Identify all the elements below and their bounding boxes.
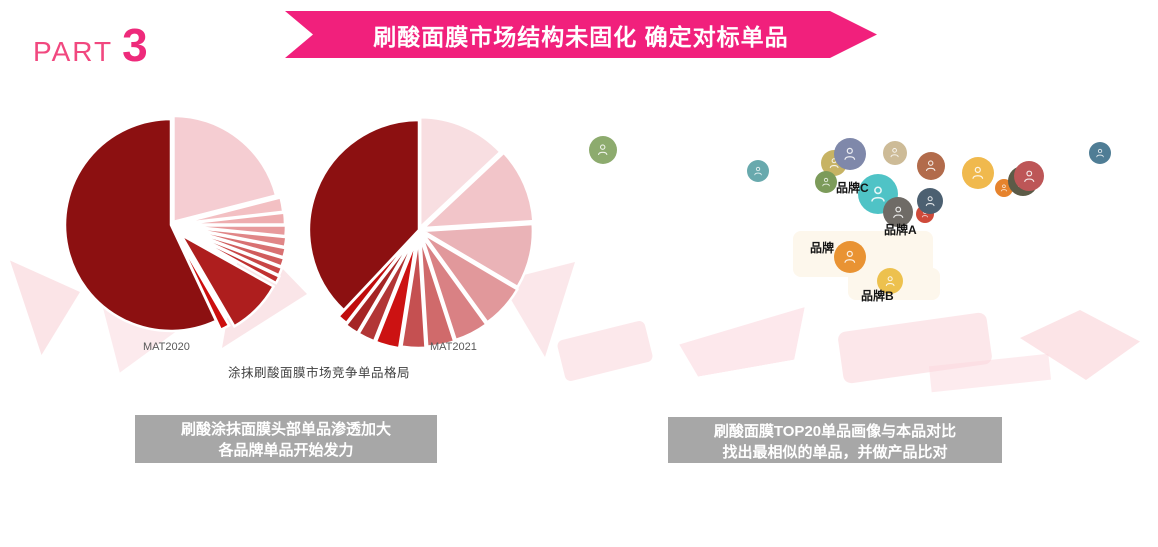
pie-slice: [63, 117, 218, 333]
person-icon: [926, 160, 936, 172]
person-icon: [972, 166, 984, 180]
pie-slice: [182, 230, 282, 285]
pie-slice: [336, 235, 415, 325]
part-number: 3: [122, 19, 148, 71]
pie-section-caption: 涂抹刷酸面膜市场竞争单品格局: [228, 366, 411, 380]
brand-product-bubble: [834, 138, 866, 170]
title-banner: 刷酸面膜市场结构未固化 确定对标单品: [285, 11, 877, 58]
pie-slice: [418, 115, 503, 231]
brand-product-bubble: [883, 197, 913, 227]
brand-product-bubble: [883, 141, 907, 165]
brand-product-bubble: [917, 188, 943, 214]
person-icon: [885, 276, 895, 286]
watermark-shape: [928, 353, 1052, 393]
pie-slice: [356, 238, 416, 343]
pie-chart-mat2020: [63, 114, 288, 333]
brand-product-bubble: [589, 136, 617, 164]
brand-product-bubble: [747, 160, 769, 182]
brand-product-bubble: [962, 157, 994, 189]
pie-slice: [418, 222, 535, 289]
brand-product-bubble: [877, 268, 903, 294]
brand-product-bubble: [917, 152, 945, 180]
note-left-line1: 刷酸涂抹面膜头部单品渗透加大: [180, 421, 391, 438]
person-icon: [822, 177, 830, 187]
slide-title: 刷酸面膜市场结构未固化 确定对标单品: [373, 23, 789, 50]
pie-slice: [420, 150, 535, 230]
note-box-right: 刷酸面膜TOP20单品画像与本品对比 找出最相似的单品，并做产品比对: [668, 417, 1002, 463]
banner-ribbon-shape: [285, 11, 877, 58]
brand-product-bubble: [1014, 161, 1044, 191]
pie-label-mat2021: MAT2021: [430, 341, 477, 353]
pie-slice: [374, 239, 418, 350]
person-icon: [844, 250, 856, 264]
banner-ribbon-icon: [285, 11, 877, 58]
person-icon: [598, 144, 608, 156]
person-icon: [844, 147, 856, 161]
person-icon: [925, 196, 935, 206]
brand-product-bubble: [834, 241, 866, 273]
pie-slice: [421, 232, 520, 325]
note-right-line2: 找出最相似的单品，并做产品比对: [722, 444, 948, 461]
brand-label: 品牌A: [884, 223, 917, 237]
person-icon: [892, 206, 904, 218]
pie-chart-mat2021: [307, 115, 535, 350]
watermark-shape: [1020, 310, 1140, 380]
part-label: PART: [33, 36, 114, 67]
part-heading: PART 3: [33, 18, 148, 72]
person-icon: [1023, 170, 1035, 182]
pie-slice: [307, 118, 421, 312]
watermark-shape: [556, 319, 654, 383]
person-icon: [871, 186, 885, 202]
brand-product-bubble: [1089, 142, 1111, 164]
pie-slice: [174, 233, 231, 332]
brand-label: 品牌C: [836, 181, 869, 195]
pie-slice: [420, 234, 489, 342]
pie-label-mat2020: MAT2020: [143, 341, 190, 353]
pie-slice: [172, 114, 278, 224]
brand-product-bubble: [815, 171, 837, 193]
watermark-shape: [837, 311, 993, 385]
note-right-line1: 刷酸面膜TOP20单品画像与本品对比: [713, 423, 957, 440]
brand-label: 品牌B: [861, 289, 894, 303]
person-icon: [1096, 148, 1104, 158]
brand-label: 品牌: [810, 241, 835, 255]
pie-slice: [344, 237, 415, 335]
person-icon: [890, 148, 900, 158]
pie-slice: [177, 231, 276, 329]
note-box-left: 刷酸涂抹面膜头部单品渗透加大 各品牌单品开始发力: [135, 415, 437, 463]
watermark-shape: [677, 307, 814, 379]
person-icon: [754, 166, 762, 176]
person-icon: [1000, 184, 1008, 192]
note-left-line2: 各品牌单品开始发力: [218, 442, 354, 459]
pie-slice: [399, 237, 427, 350]
pie-slice: [419, 236, 456, 348]
